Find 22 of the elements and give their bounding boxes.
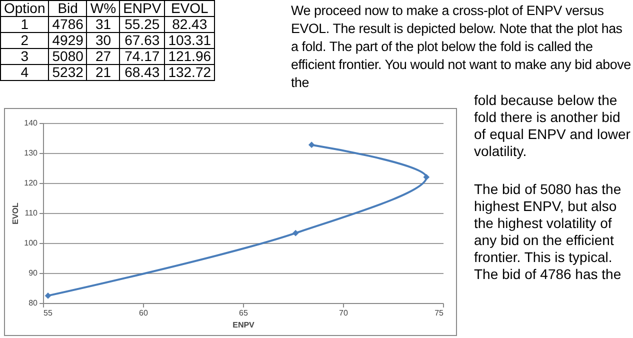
x-tick-label: 70 <box>339 308 348 318</box>
y-tick-label: 80 <box>28 298 38 308</box>
y-tick-label: 110 <box>24 208 38 218</box>
text: Option Bid W% ENPV EVOL <box>3 0 210 16</box>
text: The bid of 5080 has the highest ENPV, but also the highest volatility of any bid on the efficient frontier. This is typical. The bid of 4786 has the <box>474 181 622 283</box>
text: 2 4929 30 67.63 103.31 <box>20 32 212 48</box>
y-tick-label: 100 <box>24 238 38 248</box>
text: We proceed now to make a cross-plot of ENPV versus EVOL. The result is depicted below. Note that the plot has a fold. The part of the plot below the fold is called the efficient frontier. You would not want to make any bid above the <box>291 2 632 92</box>
y-tick-label: 90 <box>28 268 38 278</box>
x-axis-title: ENPV <box>232 320 256 330</box>
y-tick-label: 140 <box>24 118 38 128</box>
y-tick-label: 130 <box>24 148 38 158</box>
text: 3 5080 27 74.17 121.96 <box>20 48 212 64</box>
y-tick-label: 120 <box>24 178 38 188</box>
x-tick-label: 55 <box>44 308 53 318</box>
x-tick-label: 65 <box>239 308 248 318</box>
text: fold because below the fold there is another bid of equal ENPV and lower volatility. <box>474 92 632 160</box>
y-axis-title: EVOL <box>11 202 20 224</box>
text: 1 4786 31 55.25 82.43 <box>20 16 208 32</box>
text: 4 5232 21 68.43 132.72 <box>20 64 212 80</box>
x-tick-label: 75 <box>434 308 444 318</box>
x-tick-label: 60 <box>139 308 148 318</box>
